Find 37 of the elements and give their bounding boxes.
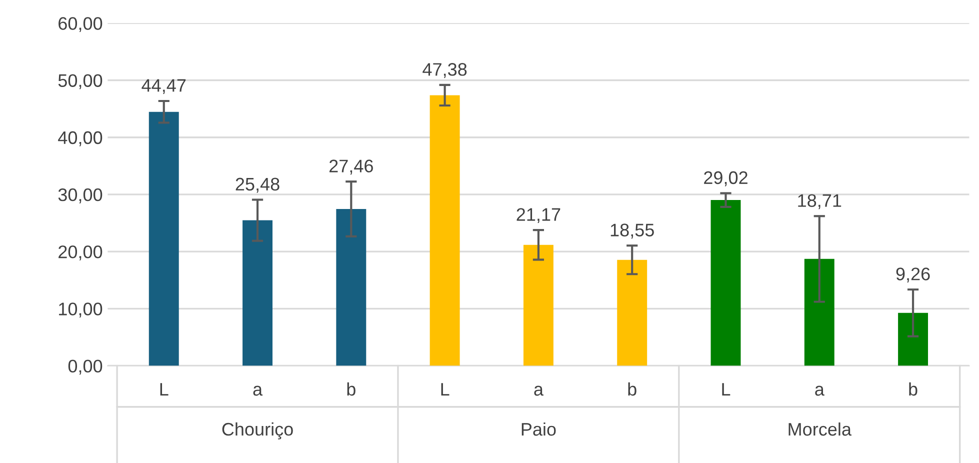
data-label: 29,02 [704,171,748,186]
x-tick-label: L [441,383,450,396]
y-tick-label: 60,00 [58,17,102,32]
bar [523,244,554,366]
bar [804,258,834,366]
bar [710,200,741,366]
x-tick-label: L [160,383,168,396]
data-label: 9,26 [896,268,930,282]
bar [430,95,460,366]
x-tick-label: a [253,386,263,396]
bar [336,208,366,366]
bar [242,220,273,366]
bar [898,312,928,366]
y-tick-label: 50,00 [58,74,102,90]
bar [617,260,648,366]
data-label: 18,71 [798,194,842,210]
y-tick-label: 30,00 [58,188,102,204]
x-tick-label: b [909,382,918,396]
y-tick-label: 40,00 [58,131,102,146]
y-tick-label: 20,00 [58,246,102,260]
data-label: 21,17 [516,208,560,224]
data-label: 47,38 [422,63,467,78]
x-tick-label: b [628,382,636,396]
x-tick-label: L [722,383,730,396]
data-label: 44,47 [142,79,186,94]
data-label: 25,48 [236,178,280,193]
text: Morcela [788,422,852,436]
x-tick-label: a [815,386,824,396]
data-label: 27,46 [329,160,373,175]
y-tick-label: 0,00 [68,360,102,375]
x-tick-label: a [534,386,544,396]
text: Chouriço [222,422,293,440]
text: Paio [522,422,556,436]
bar [148,112,179,366]
y-tick-label: 10,00 [59,302,102,318]
x-tick-label: b [347,382,356,396]
data-label: 18,55 [610,224,654,239]
